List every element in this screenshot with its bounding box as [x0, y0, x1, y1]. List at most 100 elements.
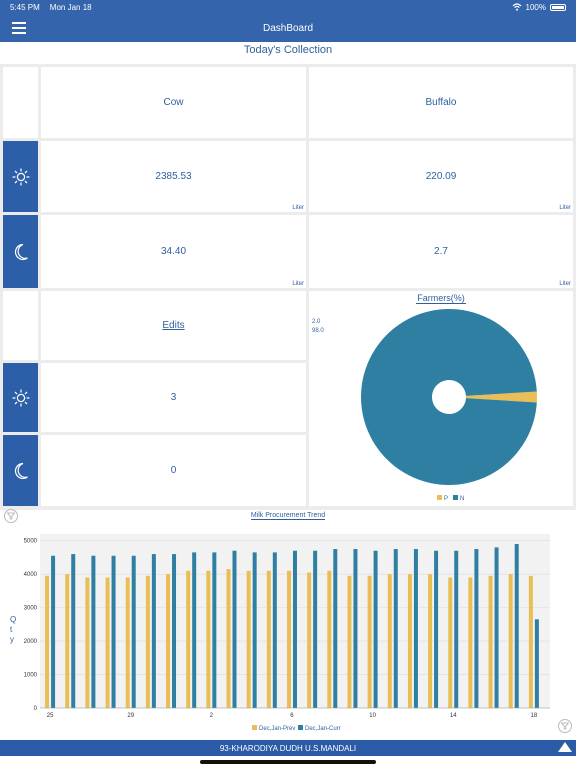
bar-prev: [105, 577, 110, 708]
trend-bar-chart: 0 1000 2000 3000 4000 5000 Qty 25 29 2 6 10 14 18 Dec,…: [10, 534, 550, 732]
x-tick-label: 6: [290, 713, 294, 719]
cow-evening-cell: 34.40 Liter: [41, 215, 306, 288]
unit-label: Liter: [292, 205, 304, 211]
y-tick-label: 0: [34, 706, 38, 712]
battery-percent: 100%: [525, 2, 546, 12]
buffalo-evening-value: 2.7: [434, 246, 448, 257]
bar-prev: [327, 570, 332, 708]
edits-morning-cell: 3: [41, 363, 306, 432]
bar-prev: [428, 574, 433, 708]
bar-curr: [393, 549, 398, 708]
bar-curr: [71, 554, 76, 708]
y-tick-label: 5000: [24, 539, 38, 545]
bar-curr: [333, 549, 338, 708]
bar-curr: [292, 550, 297, 708]
evening-icon-cell: [3, 215, 38, 288]
y-tick-label: 4000: [24, 572, 38, 578]
bar-prev: [407, 574, 412, 708]
bar-curr: [192, 552, 197, 708]
edits-evening-icon-cell: [3, 435, 38, 506]
bar-prev: [246, 570, 251, 708]
bar-prev: [85, 577, 90, 708]
trend-panel: Milk Procurement Trend 0 1000 2000 3000 4000…: [0, 510, 576, 738]
bar-prev: [166, 574, 171, 708]
bar-curr: [212, 552, 217, 708]
bar-prev: [387, 574, 392, 708]
filter-icon[interactable]: [558, 719, 572, 733]
bar-curr: [131, 555, 136, 708]
footer-bar[interactable]: 93-KHARODIYA DUDH U.S.MANDALI: [0, 740, 576, 756]
bar-prev: [226, 569, 231, 708]
edits-evening-cell: 0: [41, 435, 306, 506]
cow-header: Cow: [41, 67, 306, 138]
buffalo-label: Buffalo: [425, 97, 457, 108]
bar-curr: [494, 547, 499, 708]
legend-swatch: [453, 495, 458, 500]
bar-prev: [508, 574, 513, 708]
x-tick-label: 18: [531, 713, 538, 719]
bar-prev: [307, 572, 312, 708]
bar-curr: [313, 550, 318, 708]
y-tick-label: 2000: [24, 639, 38, 645]
bar-prev: [286, 570, 291, 708]
battery-icon: [550, 3, 566, 11]
bar-prev: [266, 570, 271, 708]
sun-icon: [11, 388, 30, 407]
chevron-up-icon[interactable]: [558, 742, 572, 752]
bar-prev: [488, 575, 493, 708]
pie-slice-n: [361, 309, 537, 485]
nav-bar: DashBoard: [0, 14, 576, 42]
edits-morning-icon-cell: [3, 363, 38, 432]
bar-prev: [125, 577, 130, 708]
pie-title-wrap: Farmers(%): [309, 293, 573, 304]
filter-icon[interactable]: [4, 509, 18, 523]
y-axis-label: Q: [10, 615, 16, 624]
bar-curr: [514, 544, 519, 708]
farmers-pie-chart: 2.0 98.0 P N: [312, 309, 537, 502]
sun-icon: [11, 167, 30, 186]
legend-label: Dec,Jan-Prev: [259, 726, 295, 732]
unit-label: Liter: [559, 205, 571, 211]
morning-icon-cell: [3, 141, 38, 212]
pie-value-label: 2.0: [312, 319, 321, 325]
status-right: 100%: [512, 3, 566, 12]
hamburger-icon[interactable]: [12, 22, 26, 34]
bar-curr: [111, 555, 116, 708]
bar-prev: [347, 575, 352, 708]
x-tick-label: 2: [210, 713, 214, 719]
status-date: Mon Jan 18: [49, 2, 92, 12]
y-axis-label: t: [10, 625, 13, 634]
bar-curr: [232, 550, 237, 708]
bar-prev: [145, 575, 150, 708]
unit-label: Liter: [559, 281, 571, 287]
bar-curr: [434, 550, 439, 708]
legend-swatch: [252, 725, 257, 730]
bar-curr: [172, 554, 177, 708]
legend-label: P: [444, 496, 448, 502]
y-axis-label: y: [10, 635, 14, 644]
moon-icon: [14, 243, 28, 260]
legend-label: N: [460, 496, 464, 502]
legend-swatch: [298, 725, 303, 730]
footer-label: 93-KHARODIYA DUDH U.S.MANDALI: [219, 743, 357, 753]
page-title: DashBoard: [262, 22, 314, 34]
edits-link[interactable]: Edits: [162, 320, 185, 331]
x-tick-label: 14: [450, 713, 457, 719]
status-bar: 5:45 PM Mon Jan 18 100%: [0, 0, 576, 14]
trend-title[interactable]: Milk Procurement Trend: [250, 512, 326, 520]
bar-curr: [272, 552, 277, 708]
status-time: 5:45 PM: [10, 2, 40, 12]
bar-prev: [468, 577, 473, 708]
bar-prev: [45, 575, 50, 708]
wifi-icon: [512, 3, 521, 11]
pie-title: Farmers(%): [416, 293, 466, 304]
moon-icon: [14, 462, 28, 479]
y-tick-label: 1000: [24, 673, 38, 679]
x-tick-label: 29: [127, 713, 134, 719]
cow-label: Cow: [163, 97, 184, 108]
unit-label: Liter: [292, 281, 304, 287]
section-title: Today's Collection: [243, 44, 333, 56]
edits-evening-value: 0: [170, 465, 177, 476]
bar-curr: [353, 549, 358, 708]
bar-curr: [474, 549, 479, 708]
